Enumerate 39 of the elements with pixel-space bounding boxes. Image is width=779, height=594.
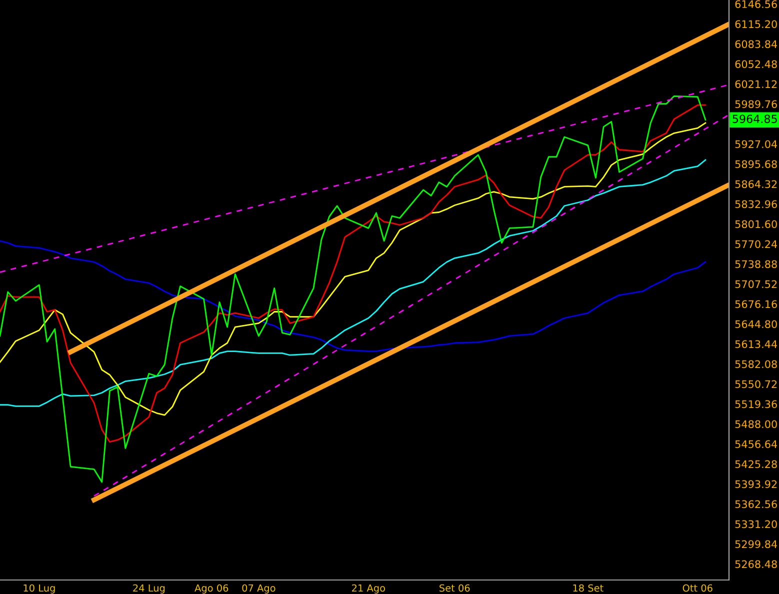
- y-tick-label: 5519.36: [735, 400, 777, 408]
- y-tick-label: 5299.84: [735, 540, 778, 548]
- y-tick-label: 5582.08: [735, 360, 777, 368]
- line-series: [0, 240, 706, 352]
- y-tick-label: 5832.96: [735, 200, 777, 208]
- y-tick-label: 5456.64: [735, 440, 778, 448]
- y-tick-label: 6146.56: [735, 0, 777, 8]
- x-tick-label: 10 Lug: [24, 584, 55, 594]
- y-tick-label: 5425.28: [735, 460, 777, 468]
- y-tick-label: 5362.56: [735, 500, 777, 508]
- x-tick-label: Ago 06: [194, 584, 228, 594]
- x-tick-label: 24 Lug: [133, 584, 165, 594]
- y-tick-label: 6083.84: [735, 40, 778, 48]
- y-tick-label: 5801.60: [735, 220, 777, 228]
- y-tick-label: 6021.12: [735, 80, 777, 88]
- y-tick-label: 5268.48: [735, 560, 777, 568]
- line-series: [0, 159, 706, 407]
- y-tick-label: 5613.44: [735, 340, 778, 348]
- y-tick-label: 5644.80: [735, 320, 777, 328]
- y-tick-label: 5331.20: [735, 520, 777, 528]
- y-tick-label: 5707.52: [735, 280, 777, 288]
- y-tick-label: 5550.72: [735, 380, 777, 388]
- y-tick-label: 6052.48: [735, 60, 777, 68]
- x-tick-label: Set 06: [440, 584, 470, 592]
- y-tick-label: 5989.76: [735, 100, 777, 108]
- x-tick-label: 07 Ago: [242, 584, 276, 594]
- x-tick-label: 18 Set: [573, 584, 604, 592]
- y-tick-label: 5676.16: [735, 300, 777, 308]
- x-tick-label: Ott 06: [682, 584, 712, 592]
- y-tick-label: 6115.20: [735, 20, 777, 28]
- y-tick-label: 5393.92: [735, 480, 777, 488]
- y-tick-label: 5895.68: [735, 160, 777, 168]
- y-tick-label: 5927.04: [735, 140, 778, 148]
- y-tick-label: 5738.88: [735, 260, 777, 268]
- y-tick-label: 5488.00: [735, 420, 777, 428]
- y-tick-label: 5864.32: [735, 180, 777, 188]
- annotation: 5964.85: [732, 114, 777, 124]
- y-tick-label: 5770.24: [735, 240, 778, 248]
- x-tick-label: 21 Ago: [352, 584, 386, 594]
